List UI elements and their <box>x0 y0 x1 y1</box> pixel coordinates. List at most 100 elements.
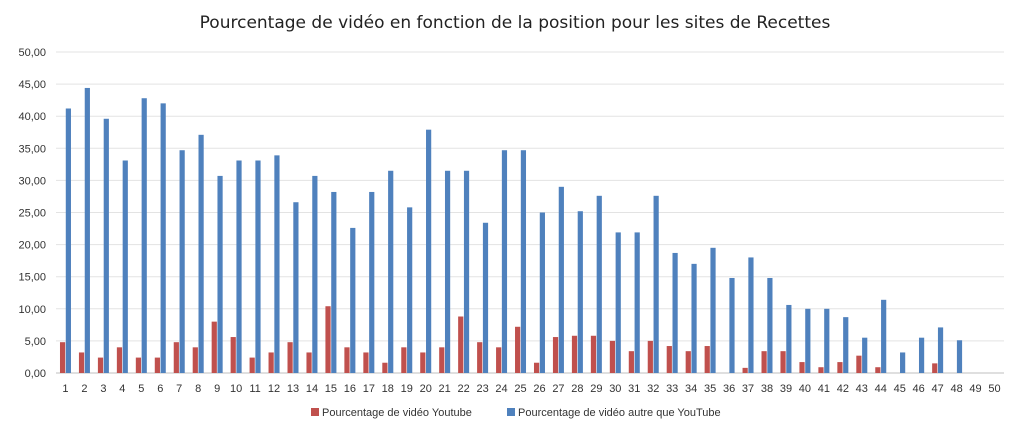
x-tick-label: 13 <box>287 383 299 395</box>
y-tick-label: 35,00 <box>18 143 46 155</box>
x-tick-label: 38 <box>761 383 773 395</box>
bar-other <box>539 212 545 373</box>
bar-other <box>691 263 697 373</box>
bar-other <box>84 87 90 374</box>
bar-youtube <box>818 367 824 373</box>
x-tick-label: 26 <box>533 383 545 395</box>
bar-other <box>634 232 640 373</box>
x-tick-label: 17 <box>363 383 375 395</box>
x-tick-label: 21 <box>439 383 451 395</box>
bar-other <box>577 211 583 373</box>
bar-other <box>179 150 185 373</box>
x-tick-label: 28 <box>571 383 583 395</box>
bar-youtube <box>932 363 938 373</box>
bar-other <box>388 170 394 373</box>
bar-other <box>217 175 223 373</box>
y-tick-label: 20,00 <box>18 240 46 252</box>
bar-other <box>900 352 906 373</box>
x-tick-label: 11 <box>249 383 260 395</box>
bar-other <box>65 108 71 373</box>
bar-youtube <box>287 342 293 373</box>
y-tick-label: 5,00 <box>25 336 46 348</box>
bar-youtube <box>192 347 198 373</box>
x-tick-label: 41 <box>818 383 830 395</box>
x-tick-label: 43 <box>856 383 868 395</box>
y-tick-label: 40,00 <box>18 111 46 123</box>
bar-youtube <box>609 340 616 373</box>
bar-other <box>312 175 318 373</box>
bar-youtube <box>325 306 331 373</box>
bar-other <box>615 232 621 373</box>
x-tick-label: 2 <box>81 383 87 395</box>
x-tick-label: 7 <box>176 383 182 395</box>
x-tick-label: 25 <box>514 383 526 395</box>
x-axis-ticks: 1 2 3 4 5 6 7 8 9 10 11 12 13 14 15 16 17 18 19 20 21 22 23 24 2… <box>62 383 1000 395</box>
bar-other <box>956 340 963 373</box>
x-tick-label: 39 <box>780 383 792 395</box>
bar-youtube <box>268 352 274 373</box>
x-tick-label: 15 <box>325 383 337 395</box>
bar-youtube <box>477 342 483 373</box>
bar-youtube <box>837 362 843 373</box>
y-axis-ticks: 0,00 5,00 10,00 15,00 20,00 25,00 30,00 35,00 40… <box>18 47 46 380</box>
x-tick-label: 40 <box>799 383 811 395</box>
bar-other <box>501 150 508 373</box>
bar-youtube <box>382 362 388 373</box>
bar-other <box>463 170 470 373</box>
bar-other <box>369 191 375 373</box>
x-tick-label: 8 <box>195 383 201 395</box>
x-tick-label: 44 <box>875 383 887 395</box>
bar-youtube <box>761 351 767 373</box>
legend-label-youtube: Pourcentage de vidéo Youtube <box>322 407 472 419</box>
x-tick-label: 9 <box>214 383 220 395</box>
x-tick-label: 37 <box>742 383 754 395</box>
bar-youtube <box>78 352 85 373</box>
x-tick-label: 29 <box>590 383 602 395</box>
bar-other <box>426 129 432 373</box>
bar-youtube <box>230 337 236 373</box>
bar-youtube <box>211 321 217 373</box>
bar-other <box>653 195 659 373</box>
bar-other <box>236 160 242 373</box>
x-tick-label: 50 <box>988 383 1000 395</box>
x-tick-label: 33 <box>666 383 678 395</box>
x-tick-label: 14 <box>306 383 318 395</box>
bar-youtube <box>458 316 464 373</box>
x-tick-label: 6 <box>157 383 163 395</box>
chart-title: Pourcentage de vidéo en fonction de la p… <box>200 13 831 33</box>
bar-other <box>843 317 849 373</box>
bar-other <box>862 337 868 373</box>
bar-youtube <box>154 357 160 373</box>
bar-other <box>103 118 109 373</box>
bar-other <box>407 207 413 373</box>
legend: Pourcentage de vidéo Youtube Pourcentage… <box>311 407 721 419</box>
bar-youtube <box>571 335 578 373</box>
bar-youtube <box>420 352 426 373</box>
legend-swatch-youtube <box>311 408 319 416</box>
bar-youtube <box>590 335 597 373</box>
x-tick-label: 45 <box>894 383 906 395</box>
x-tick-label: 24 <box>495 383 507 395</box>
x-tick-label: 36 <box>723 383 735 395</box>
bar-youtube <box>306 352 312 373</box>
x-tick-label: 32 <box>647 383 659 395</box>
x-tick-label: 3 <box>100 383 106 395</box>
bar-other <box>482 222 489 373</box>
bar-youtube <box>515 326 521 373</box>
bar-youtube <box>344 347 350 373</box>
bar-youtube <box>533 362 540 373</box>
x-tick-label: 46 <box>913 383 925 395</box>
bar-youtube <box>628 351 634 373</box>
bar-youtube <box>685 351 691 373</box>
bar-other <box>748 257 754 373</box>
bar-youtube <box>666 346 672 373</box>
bar-youtube <box>135 357 142 373</box>
bar-youtube <box>59 342 66 373</box>
bar-other <box>767 277 773 373</box>
bar-youtube <box>856 355 862 373</box>
x-tick-label: 35 <box>704 383 716 395</box>
bar-other <box>198 134 204 373</box>
bar-youtube <box>704 346 710 373</box>
x-tick-label: 12 <box>268 383 280 395</box>
